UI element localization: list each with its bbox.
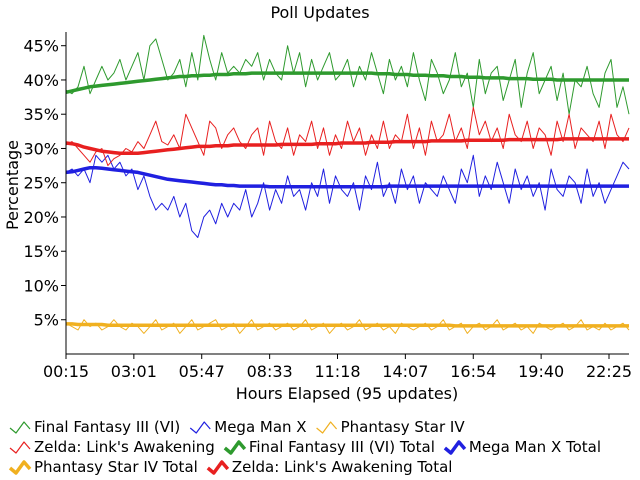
legend-swatch-icon xyxy=(206,460,230,475)
x-ticks: 00:15 03:01 05:47 08:33 11:18 14:07 16:54 19:40… xyxy=(43,354,632,381)
series-line-final-fantasy-iii-vi-total xyxy=(65,71,629,95)
x-tick-label: 00:15 xyxy=(43,362,89,381)
series-line-phantasy-star-iv xyxy=(65,319,630,334)
y-ticks: 5% 10% 15% 20% 25% 30% 35% 40% 45% xyxy=(23,37,66,330)
plot-area xyxy=(65,34,630,334)
legend-label: Final Fantasy III (VI) Total xyxy=(249,438,435,456)
legend-label: Mega Man X Total xyxy=(469,438,601,456)
series-line-zelda-link-s-awakening xyxy=(65,106,630,167)
x-tick-label: 19:40 xyxy=(518,362,564,381)
legend-label: Zelda: Link's Awakening Total xyxy=(232,458,453,476)
y-tick-label: 5% xyxy=(34,311,59,330)
x-tick-label: 03:01 xyxy=(111,362,157,381)
x-tick-label: 22:25 xyxy=(586,362,632,381)
legend-label: Zelda: Link's Awakening xyxy=(34,438,215,456)
legend-label: Mega Man X xyxy=(214,418,306,436)
legend-swatch-icon xyxy=(316,421,338,434)
legend-item-final-fantasy-iii-vi: Final Fantasy III (VI) xyxy=(9,418,180,436)
chart-title: Poll Updates xyxy=(270,3,369,22)
legend-item-zelda-link-s-awakening: Zelda: Link's Awakening xyxy=(9,438,215,456)
x-tick-label: 08:33 xyxy=(247,362,293,381)
y-tick-label: 35% xyxy=(23,105,59,124)
y-axis-label: Percentage xyxy=(3,140,22,230)
legend-label: Final Fantasy III (VI) xyxy=(34,418,180,436)
y-tick-label: 20% xyxy=(23,208,59,227)
series-line-mega-man-x-total xyxy=(65,165,629,189)
y-tick-label: 10% xyxy=(23,276,59,295)
x-axis-label: Hours Elapsed (95 updates) xyxy=(236,384,459,403)
legend-label: Phantasy Star IV Total xyxy=(34,458,198,476)
legend-item-phantasy-star-iv: Phantasy Star IV xyxy=(316,418,466,436)
y-tick-label: 45% xyxy=(23,37,59,56)
axes xyxy=(65,32,629,355)
x-tick-label: 11:18 xyxy=(314,362,360,381)
x-tick-label: 14:07 xyxy=(382,362,428,381)
legend: Final Fantasy III (VI) Mega Man X Phantasy… xyxy=(8,418,601,476)
series-line-final-fantasy-iii-vi xyxy=(65,34,630,115)
series-line-mega-man-x xyxy=(65,154,630,238)
y-tick-label: 25% xyxy=(23,174,59,193)
legend-swatch-icon xyxy=(223,440,247,455)
x-tick-label: 05:47 xyxy=(179,362,225,381)
legend-item-mega-man-x: Mega Man X xyxy=(189,418,307,436)
legend-item-phantasy-star-iv-total: Phantasy Star IV Total xyxy=(8,458,198,476)
legend-swatch-icon xyxy=(189,421,211,434)
legend-swatch-icon xyxy=(9,441,31,454)
series-line-zelda-link-s-awakening-total xyxy=(65,137,629,156)
y-tick-label: 40% xyxy=(23,71,59,90)
legend-swatch-icon xyxy=(443,440,467,455)
series-line-phantasy-star-iv-total xyxy=(66,322,629,328)
legend-item-zelda-link-s-awakening-total: Zelda: Link's Awakening Total xyxy=(206,458,453,476)
x-tick-label: 16:54 xyxy=(450,362,496,381)
y-tick-label: 30% xyxy=(23,139,59,158)
legend-item-mega-man-x-total: Mega Man X Total xyxy=(443,438,601,456)
legend-swatch-icon xyxy=(9,421,31,434)
y-tick-label: 15% xyxy=(23,242,59,261)
legend-label: Phantasy Star IV xyxy=(341,418,466,436)
legend-swatch-icon xyxy=(8,460,32,475)
legend-item-final-fantasy-iii-vi-total: Final Fantasy III (VI) Total xyxy=(223,438,435,456)
